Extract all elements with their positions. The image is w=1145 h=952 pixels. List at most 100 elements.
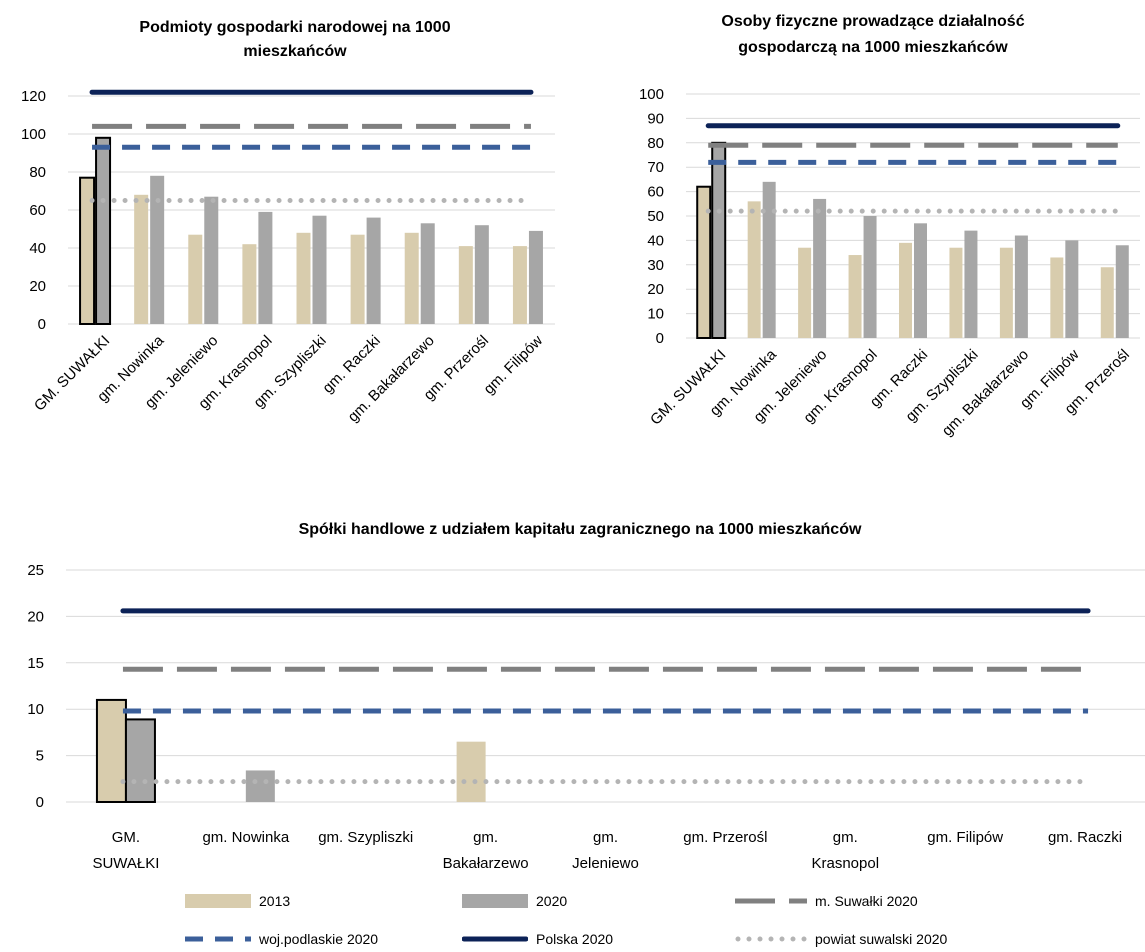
y-tick-label: 60 — [647, 184, 664, 201]
chart-spolki-handlowe: Spółki handlowe z udziałem kapitału zagr… — [0, 508, 1145, 878]
x-tick-label: Bakałarzewo — [443, 855, 529, 872]
y-tick-label: 60 — [29, 202, 46, 219]
legend-label-powiat: powiat suwalski 2020 — [815, 931, 948, 947]
bar-2020 — [366, 217, 381, 324]
y-tick-label: 25 — [27, 562, 44, 579]
legend-label-suwalki: m. Suwałki 2020 — [815, 893, 918, 909]
bar-2013 — [188, 234, 203, 324]
y-tick-label: 20 — [27, 608, 44, 625]
legend-swatch-2020 — [462, 894, 528, 908]
bar-2013 — [134, 194, 149, 324]
bar-2020 — [204, 196, 219, 324]
y-tick-label: 100 — [639, 86, 664, 103]
x-tick-label: gm. — [473, 829, 498, 846]
x-tick-label: gm. Nowinka — [202, 829, 289, 846]
x-tick-label: gm. Szypliszki — [318, 829, 413, 846]
bar-2013 — [458, 246, 473, 324]
bar-2020 — [1115, 245, 1129, 338]
x-tick-label: gm. Bakałarzewo — [939, 346, 1032, 439]
y-tick-label: 70 — [647, 159, 664, 176]
y-tick-label: 20 — [647, 281, 664, 298]
bar-2020 — [420, 223, 435, 324]
x-tick-label: gm. — [593, 829, 618, 846]
legend-item-polska: Polska 2020 — [462, 928, 613, 950]
y-tick-label: 10 — [647, 306, 664, 323]
legend-label-2013: 2013 — [259, 893, 291, 909]
bar-2020 — [528, 230, 543, 324]
bar-2020 — [474, 225, 489, 324]
x-tick-label: SUWAŁKI — [92, 855, 159, 872]
bar-2013 — [1100, 267, 1114, 338]
chart-spolki-handlowe-svg: Spółki handlowe z udziałem kapitału zagr… — [27, 521, 1145, 872]
y-tick-label: 100 — [21, 126, 46, 143]
y-tick-label: 90 — [647, 110, 664, 127]
bar-2013 — [798, 247, 812, 338]
legend-swatch-woj — [185, 936, 251, 942]
bar-2013 — [1050, 257, 1064, 338]
x-tick-label: Jeleniewo — [572, 855, 639, 872]
chart-title-line: Spółki handlowe z udziałem kapitału zagr… — [299, 521, 862, 538]
y-tick-label: 0 — [38, 316, 46, 333]
bar-2020 — [863, 216, 877, 338]
y-tick-label: 30 — [647, 257, 664, 274]
x-tick-label: GM. — [112, 829, 140, 846]
x-tick-label: gm. Raczki — [1048, 829, 1122, 846]
bar-2020 — [312, 215, 327, 324]
x-tick-label: gm. Filipów — [480, 332, 546, 398]
bar-2013 — [350, 234, 365, 324]
legend-swatch-2013 — [185, 894, 251, 908]
bar-2020 — [1065, 240, 1079, 338]
legend: 2013 2020 m. Suwałki 2020 woj.podlaskie … — [0, 890, 1145, 952]
x-tick-label: gm. — [833, 829, 858, 846]
legend-item-powiat: powiat suwalski 2020 — [735, 928, 947, 950]
bar-2020 — [95, 136, 112, 325]
y-tick-label: 80 — [29, 164, 46, 181]
bar-2020 — [124, 718, 156, 804]
legend-swatch-suwalki — [735, 898, 807, 904]
legend-swatch-powiat — [735, 936, 807, 942]
chart-title-line: mieszkańców — [243, 43, 347, 60]
y-tick-label: 0 — [656, 330, 664, 347]
bar-2020 — [964, 230, 978, 338]
chart-title-line: gospodarczą na 1000 mieszkańców — [738, 39, 1008, 56]
bar-2020 — [1014, 235, 1028, 338]
y-tick-label: 40 — [29, 240, 46, 257]
bar-2020 — [711, 141, 727, 339]
legend-item-2020: 2020 — [462, 890, 567, 912]
legend-item-2013: 2013 — [185, 890, 290, 912]
x-tick-label: gm. Filipów — [927, 829, 1003, 846]
bar-2013 — [999, 247, 1013, 338]
legend-label-polska: Polska 2020 — [536, 931, 614, 947]
chart-osoby-fizyczne: Osoby fizyczne prowadzące działalność gos… — [575, 0, 1145, 470]
bar-2013 — [512, 246, 527, 324]
bar-2013 — [899, 242, 912, 338]
y-tick-label: 50 — [647, 208, 664, 225]
x-tick-label: GM. SUWAŁKI — [31, 332, 113, 414]
chart-podmioty-gospodarki: Podmioty gospodarki narodowej na 1000 mie… — [0, 0, 570, 470]
bar-2013 — [456, 741, 486, 802]
y-tick-label: 40 — [647, 232, 664, 249]
bar-2013 — [696, 185, 712, 339]
legend-label-woj: woj.podlaskie 2020 — [259, 931, 379, 947]
bar-2013 — [949, 247, 963, 338]
y-tick-label: 10 — [27, 701, 44, 718]
legend-label-2020: 2020 — [536, 893, 568, 909]
y-tick-label: 15 — [27, 655, 44, 672]
bar-2020 — [914, 223, 927, 338]
x-tick-label: gm. Przerośl — [683, 829, 767, 846]
y-tick-label: 0 — [36, 794, 44, 811]
y-tick-label: 80 — [647, 135, 664, 152]
bar-2020 — [762, 181, 776, 338]
bar-2013 — [95, 698, 127, 803]
chart-osoby-fizyczne-svg: Osoby fizyczne prowadzące działalność gos… — [639, 13, 1140, 440]
bar-2013 — [404, 232, 419, 324]
bar-2013 — [747, 201, 761, 338]
bar-2020 — [258, 211, 273, 324]
y-tick-label: 120 — [21, 88, 46, 105]
bar-2013 — [848, 255, 862, 338]
legend-swatch-polska — [462, 936, 528, 942]
bar-2020 — [150, 175, 165, 324]
bar-2020 — [813, 198, 827, 338]
legend-item-suwalki: m. Suwałki 2020 — [735, 890, 918, 912]
y-tick-label: 20 — [29, 278, 46, 295]
